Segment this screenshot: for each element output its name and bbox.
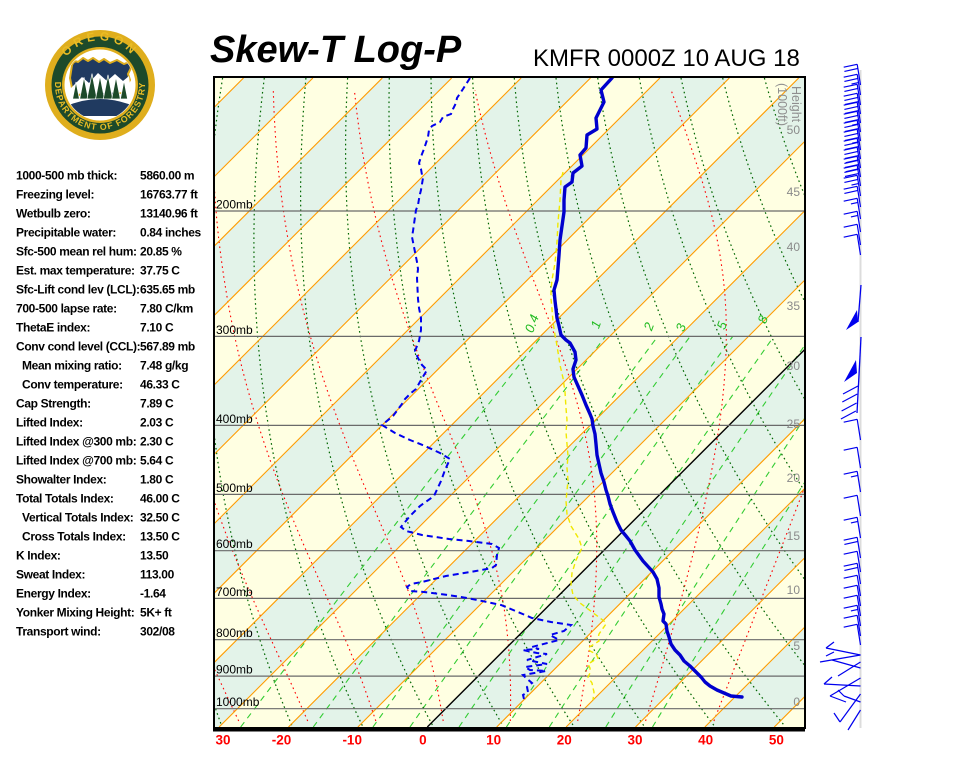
- svg-text:7.10 C: 7.10 C: [140, 321, 174, 335]
- svg-text:Conv temperature:: Conv temperature:: [22, 378, 123, 392]
- svg-text:5.64 C: 5.64 C: [140, 454, 174, 468]
- svg-text:2.03 C: 2.03 C: [140, 416, 174, 430]
- svg-text:1: 1: [587, 318, 604, 330]
- svg-text:Sfc-500 mean rel hum:: Sfc-500 mean rel hum:: [16, 245, 137, 259]
- svg-text:Transport wind:: Transport wind:: [16, 625, 101, 639]
- svg-text:700mb: 700mb: [216, 585, 253, 599]
- svg-text:35: 35: [787, 299, 801, 313]
- svg-text:Wetbulb zero:: Wetbulb zero:: [16, 207, 91, 221]
- svg-text:50: 50: [769, 733, 784, 748]
- svg-text:567.89 mb: 567.89 mb: [140, 340, 195, 354]
- svg-text:Lifted Index @300 mb:: Lifted Index @300 mb:: [16, 435, 136, 449]
- svg-text:37.75 C: 37.75 C: [140, 264, 180, 278]
- svg-text:25: 25: [787, 417, 801, 431]
- svg-text:900mb: 900mb: [216, 663, 253, 677]
- svg-text:46.00 C: 46.00 C: [140, 492, 180, 506]
- svg-text:10: 10: [486, 733, 501, 748]
- svg-text:13140.96 ft: 13140.96 ft: [140, 207, 198, 221]
- svg-text:45: 45: [787, 185, 801, 199]
- svg-text:7.80 C/km: 7.80 C/km: [140, 302, 193, 316]
- svg-text:0: 0: [419, 733, 427, 748]
- svg-text:200mb: 200mb: [216, 198, 253, 212]
- svg-text:30: 30: [627, 733, 642, 748]
- svg-text:Mean mixing ratio:: Mean mixing ratio:: [22, 359, 122, 373]
- svg-text:800mb: 800mb: [216, 626, 253, 640]
- svg-text:5K+ ft: 5K+ ft: [140, 606, 172, 620]
- svg-text:15: 15: [787, 529, 801, 543]
- svg-text:Lifted Index:: Lifted Index:: [16, 416, 83, 430]
- svg-text:Est. max temperature:: Est. max temperature:: [16, 264, 135, 278]
- svg-text:7.48 g/kg: 7.48 g/kg: [140, 359, 188, 373]
- svg-text:Total Totals Index:: Total Totals Index:: [16, 492, 114, 506]
- svg-text:40: 40: [787, 240, 801, 254]
- svg-text:Precipitable water:: Precipitable water:: [16, 226, 116, 240]
- svg-text:302/08: 302/08: [140, 625, 175, 639]
- svg-text:2.30 C: 2.30 C: [140, 435, 174, 449]
- svg-text:-10: -10: [342, 733, 362, 748]
- svg-text:Vertical Totals Index:: Vertical Totals Index:: [22, 511, 133, 525]
- svg-text:Cross Totals Index:: Cross Totals Index:: [22, 530, 126, 544]
- svg-text:40: 40: [698, 733, 713, 748]
- svg-text:600mb: 600mb: [216, 537, 253, 551]
- svg-text:Sweat Index:: Sweat Index:: [16, 568, 85, 582]
- svg-text:1000-500 mb thick:: 1000-500 mb thick:: [16, 169, 117, 183]
- svg-text:Conv cond level (CCL):: Conv cond level (CCL):: [16, 340, 140, 354]
- svg-text:7.89 C: 7.89 C: [140, 397, 174, 411]
- svg-text:30: 30: [215, 733, 230, 748]
- svg-text:Sfc-Lift cond lev (LCL):: Sfc-Lift cond lev (LCL):: [16, 283, 140, 297]
- svg-text:0.84 inches: 0.84 inches: [140, 226, 202, 240]
- svg-text:13.50 C: 13.50 C: [140, 530, 180, 544]
- svg-text:Skew-T Log-P: Skew-T Log-P: [210, 29, 462, 71]
- svg-text:0: 0: [793, 695, 800, 709]
- svg-text:Height: Height: [789, 86, 803, 123]
- svg-text:1000mb: 1000mb: [216, 695, 260, 709]
- svg-text:5860.00 m: 5860.00 m: [140, 169, 194, 183]
- svg-text:300mb: 300mb: [216, 323, 253, 337]
- svg-text:K Index:: K Index:: [16, 549, 61, 563]
- svg-text:46.33 C: 46.33 C: [140, 378, 180, 392]
- svg-text:700-500 lapse rate:: 700-500 lapse rate:: [16, 302, 117, 316]
- svg-text:20: 20: [557, 733, 572, 748]
- svg-text:KMFR 0000Z 10 AUG 18: KMFR 0000Z 10 AUG 18: [533, 45, 800, 72]
- svg-text:30: 30: [787, 359, 801, 373]
- svg-text:0.4: 0.4: [522, 312, 542, 334]
- svg-text:50: 50: [787, 123, 801, 137]
- svg-text:10: 10: [787, 583, 801, 597]
- svg-text:635.65 mb: 635.65 mb: [140, 283, 195, 297]
- svg-text:32.50 C: 32.50 C: [140, 511, 180, 525]
- svg-text:Yonker Mixing Height:: Yonker Mixing Height:: [16, 606, 134, 620]
- svg-text:Freezing level:: Freezing level:: [16, 188, 94, 202]
- svg-text:20.85 %: 20.85 %: [140, 245, 182, 259]
- svg-text:Energy Index:: Energy Index:: [16, 587, 91, 601]
- svg-text:113.00: 113.00: [140, 568, 175, 582]
- svg-text:5: 5: [793, 639, 800, 653]
- svg-text:Showalter Index:: Showalter Index:: [16, 473, 106, 487]
- svg-text:-1.64: -1.64: [140, 587, 166, 601]
- svg-text:400mb: 400mb: [216, 412, 253, 426]
- svg-text:(1000ft): (1000ft): [775, 83, 789, 126]
- svg-text:1.80 C: 1.80 C: [140, 473, 174, 487]
- svg-text:Lifted Index @700 mb:: Lifted Index @700 mb:: [16, 454, 136, 468]
- svg-text:-20: -20: [272, 733, 292, 748]
- svg-text:13.50: 13.50: [140, 549, 169, 563]
- svg-text:ThetaE index:: ThetaE index:: [16, 321, 90, 335]
- svg-text:16763.77 ft: 16763.77 ft: [140, 188, 198, 202]
- svg-text:500mb: 500mb: [216, 481, 253, 495]
- svg-text:Cap Strength:: Cap Strength:: [16, 397, 91, 411]
- svg-text:20: 20: [787, 471, 801, 485]
